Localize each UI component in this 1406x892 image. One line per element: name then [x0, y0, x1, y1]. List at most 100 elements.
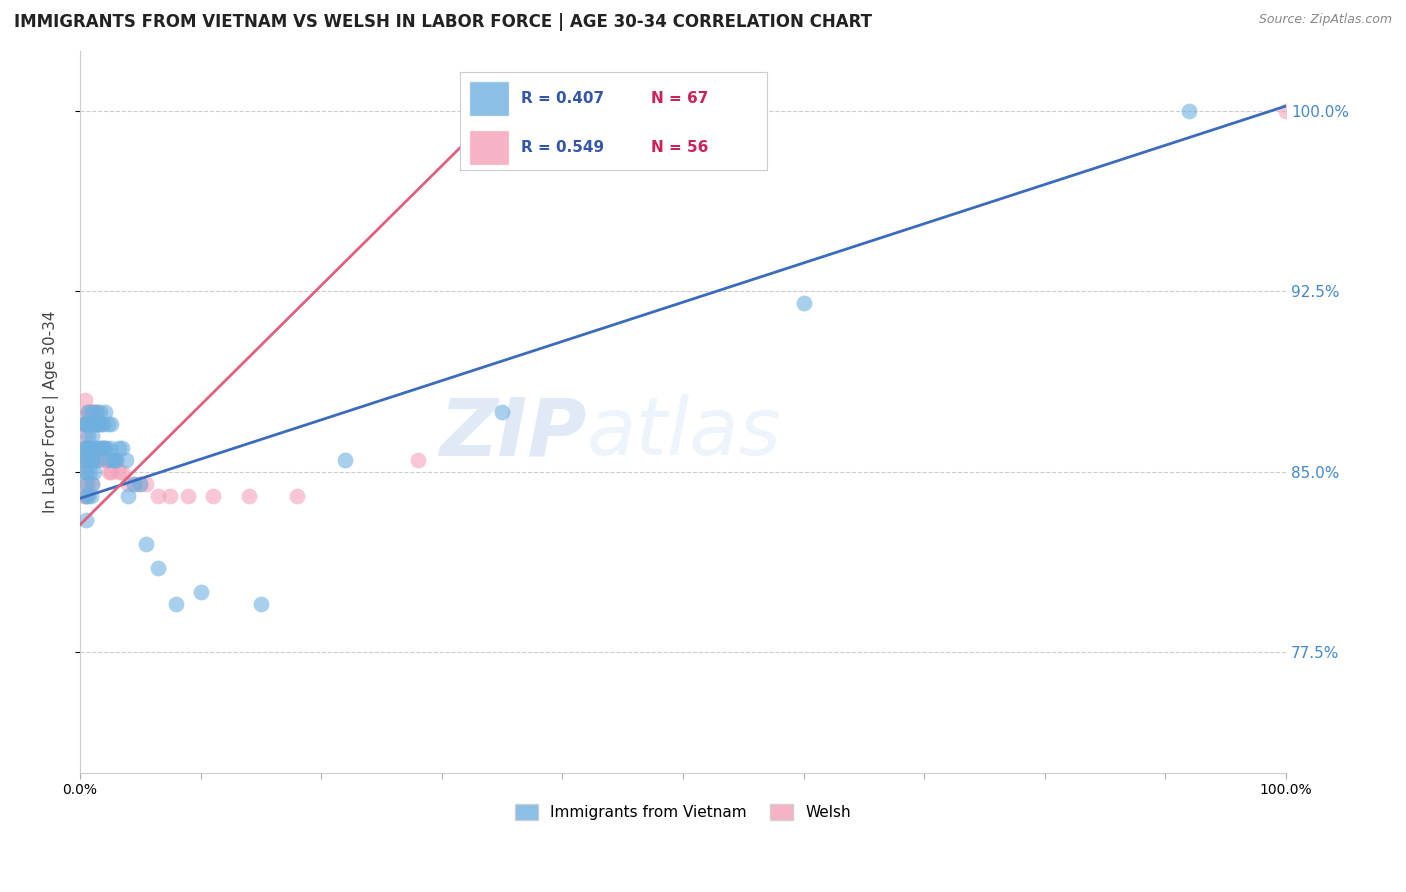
Immigrants from Vietnam: [80, 453, 103, 467]
Welsh: [73, 465, 96, 479]
Welsh: [111, 465, 134, 479]
Welsh: [72, 453, 94, 467]
Immigrants from Vietnam: [129, 477, 152, 491]
Immigrants from Vietnam: [76, 441, 98, 455]
Immigrants from Vietnam: [80, 405, 103, 419]
Welsh: [77, 477, 100, 491]
Immigrants from Vietnam: [335, 453, 357, 467]
Legend: Immigrants from Vietnam, Welsh: Immigrants from Vietnam, Welsh: [509, 798, 856, 827]
Immigrants from Vietnam: [75, 489, 97, 503]
Text: atlas: atlas: [586, 394, 782, 473]
Immigrants from Vietnam: [80, 477, 103, 491]
Welsh: [159, 489, 181, 503]
Immigrants from Vietnam: [80, 429, 103, 443]
Immigrants from Vietnam: [79, 465, 101, 479]
Immigrants from Vietnam: [94, 405, 117, 419]
Welsh: [77, 441, 100, 455]
Welsh: [76, 441, 98, 455]
Welsh: [82, 405, 104, 419]
Immigrants from Vietnam: [100, 417, 122, 431]
Immigrants from Vietnam: [89, 417, 111, 431]
Immigrants from Vietnam: [73, 465, 96, 479]
Welsh: [76, 477, 98, 491]
Immigrants from Vietnam: [491, 405, 513, 419]
Welsh: [80, 405, 103, 419]
Welsh: [87, 417, 110, 431]
Welsh: [1275, 103, 1298, 118]
Immigrants from Vietnam: [77, 429, 100, 443]
Welsh: [73, 429, 96, 443]
Welsh: [75, 417, 97, 431]
Welsh: [72, 417, 94, 431]
Welsh: [117, 477, 139, 491]
Text: IMMIGRANTS FROM VIETNAM VS WELSH IN LABOR FORCE | AGE 30-34 CORRELATION CHART: IMMIGRANTS FROM VIETNAM VS WELSH IN LABO…: [14, 13, 872, 31]
Welsh: [83, 453, 105, 467]
Welsh: [80, 477, 103, 491]
Immigrants from Vietnam: [76, 465, 98, 479]
Immigrants from Vietnam: [148, 561, 170, 575]
Immigrants from Vietnam: [72, 417, 94, 431]
Immigrants from Vietnam: [250, 597, 273, 611]
Immigrants from Vietnam: [165, 597, 187, 611]
Welsh: [83, 405, 105, 419]
Welsh: [84, 405, 107, 419]
Immigrants from Vietnam: [82, 453, 104, 467]
Welsh: [96, 453, 118, 467]
Welsh: [103, 453, 125, 467]
Immigrants from Vietnam: [83, 465, 105, 479]
Immigrants from Vietnam: [83, 417, 105, 431]
Immigrants from Vietnam: [86, 417, 108, 431]
Immigrants from Vietnam: [190, 585, 212, 599]
Welsh: [75, 453, 97, 467]
Immigrants from Vietnam: [90, 441, 112, 455]
Welsh: [75, 489, 97, 503]
Welsh: [72, 489, 94, 503]
Immigrants from Vietnam: [72, 441, 94, 455]
Welsh: [238, 489, 260, 503]
Immigrants from Vietnam: [80, 417, 103, 431]
Welsh: [129, 477, 152, 491]
Immigrants from Vietnam: [79, 441, 101, 455]
Immigrants from Vietnam: [122, 477, 145, 491]
Welsh: [77, 405, 100, 419]
Welsh: [97, 465, 120, 479]
Welsh: [100, 465, 122, 479]
Welsh: [86, 405, 108, 419]
Immigrants from Vietnam: [89, 441, 111, 455]
Welsh: [79, 453, 101, 467]
Welsh: [177, 489, 200, 503]
Immigrants from Vietnam: [87, 417, 110, 431]
Welsh: [86, 453, 108, 467]
Immigrants from Vietnam: [75, 453, 97, 467]
Immigrants from Vietnam: [72, 453, 94, 467]
Immigrants from Vietnam: [91, 417, 114, 431]
Welsh: [80, 441, 103, 455]
Immigrants from Vietnam: [135, 537, 157, 551]
Welsh: [93, 441, 115, 455]
Welsh: [89, 417, 111, 431]
Immigrants from Vietnam: [105, 453, 128, 467]
Immigrants from Vietnam: [103, 453, 125, 467]
Immigrants from Vietnam: [75, 513, 97, 527]
Immigrants from Vietnam: [84, 441, 107, 455]
Welsh: [107, 465, 129, 479]
Text: Source: ZipAtlas.com: Source: ZipAtlas.com: [1258, 13, 1392, 27]
Immigrants from Vietnam: [97, 453, 120, 467]
Welsh: [201, 489, 224, 503]
Immigrants from Vietnam: [80, 453, 103, 467]
Immigrants from Vietnam: [114, 453, 136, 467]
Welsh: [406, 453, 429, 467]
Welsh: [94, 453, 117, 467]
Immigrants from Vietnam: [83, 441, 105, 455]
Y-axis label: In Labor Force | Age 30-34: In Labor Force | Age 30-34: [44, 310, 59, 513]
Welsh: [82, 453, 104, 467]
Immigrants from Vietnam: [82, 417, 104, 431]
Welsh: [90, 417, 112, 431]
Immigrants from Vietnam: [77, 489, 100, 503]
Welsh: [79, 405, 101, 419]
Immigrants from Vietnam: [117, 489, 139, 503]
Immigrants from Vietnam: [77, 453, 100, 467]
Immigrants from Vietnam: [111, 441, 134, 455]
Immigrants from Vietnam: [80, 489, 103, 503]
Welsh: [285, 489, 308, 503]
